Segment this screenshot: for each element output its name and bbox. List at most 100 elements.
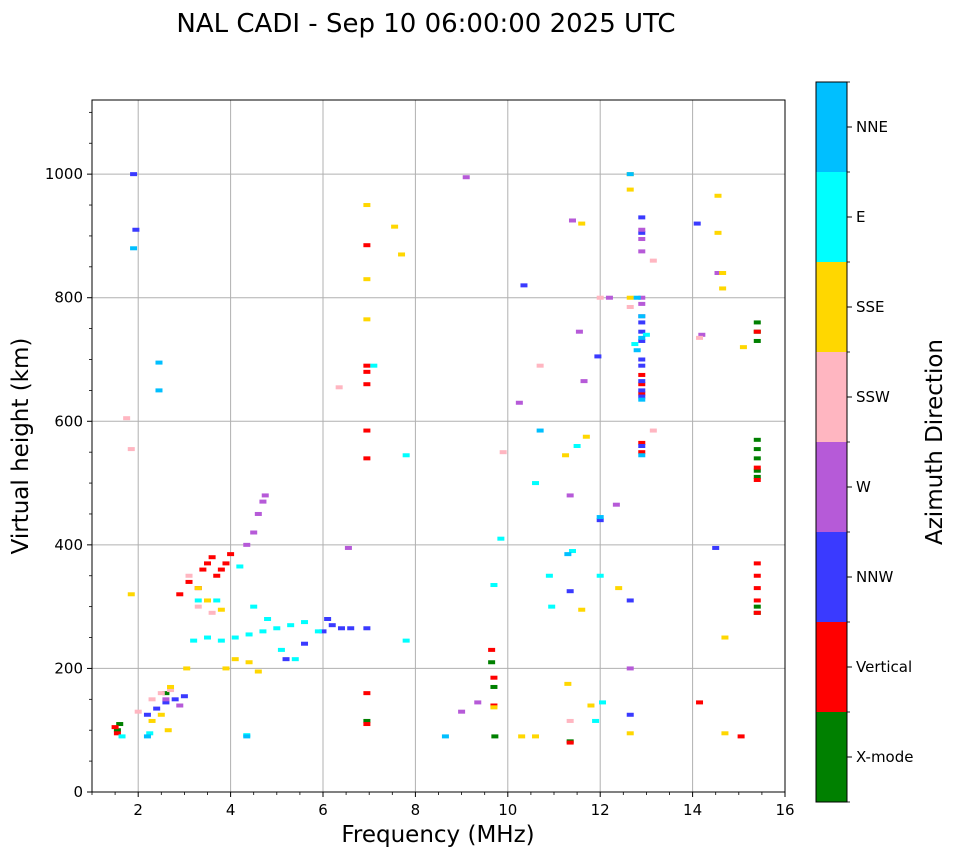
colorbar-segment-ssw — [816, 352, 847, 442]
data-point-ssw — [499, 450, 507, 455]
data-point-vertical — [217, 567, 225, 572]
data-point-x-mode — [753, 456, 761, 461]
data-point-nnw — [638, 329, 646, 334]
x-tick-label: 8 — [411, 801, 421, 819]
data-point-vertical — [638, 450, 646, 455]
data-point-sse — [626, 295, 634, 300]
data-point-sse — [739, 345, 747, 350]
data-point-ssw — [649, 258, 657, 263]
data-point-sse — [578, 221, 586, 226]
data-point-vertical — [363, 456, 371, 461]
data-point-vertical — [204, 561, 211, 566]
data-point-nnw — [319, 629, 327, 634]
colorbar-tick-label: Vertical — [856, 658, 912, 676]
data-point-nnw — [712, 545, 720, 550]
data-point-sse — [222, 666, 230, 671]
data-point-e — [273, 626, 281, 631]
data-point-sse — [532, 734, 540, 739]
data-point-e — [301, 620, 309, 625]
colorbar-tick-label: SSW — [856, 388, 890, 406]
data-point-nnw — [130, 172, 138, 177]
data-point-x-mode — [753, 468, 761, 473]
colorbar-segment-vertical — [816, 622, 847, 712]
data-point-nne — [638, 314, 646, 319]
data-point-ssw — [134, 709, 142, 714]
data-point-sse — [164, 728, 172, 733]
data-point-x-mode — [753, 447, 761, 452]
data-point-e — [631, 342, 639, 347]
data-point-nnw — [638, 338, 646, 343]
data-point-sse — [254, 669, 262, 674]
data-point-ssw — [649, 428, 657, 433]
x-tick-label: 6 — [318, 801, 328, 819]
data-point-sse — [626, 187, 634, 192]
data-point-sse — [587, 703, 595, 708]
data-point-nne — [143, 734, 151, 739]
data-point-w — [344, 545, 352, 550]
data-point-w — [462, 175, 470, 180]
data-point-ssw — [208, 610, 216, 615]
data-point-vertical — [753, 329, 761, 334]
data-point-nnw — [143, 712, 151, 717]
data-point-ssw — [566, 718, 574, 723]
data-point-nnw — [171, 697, 179, 702]
data-point-e — [190, 638, 198, 643]
data-point-vertical — [490, 675, 498, 680]
data-point-sse — [615, 586, 623, 591]
data-point-vertical — [753, 610, 761, 615]
data-point-nnw — [180, 694, 188, 699]
data-point-vertical — [363, 428, 371, 433]
colorbar: X-mode Vertical NNW W SSW SSE E NNE — [816, 81, 913, 803]
data-point-nne — [638, 335, 646, 340]
data-point-e — [245, 632, 253, 637]
data-point-sse — [721, 731, 729, 736]
data-point-w — [580, 379, 588, 384]
data-point-vertical — [111, 725, 119, 730]
data-point-sse — [714, 230, 722, 235]
x-tick-label: 12 — [591, 801, 610, 819]
data-points — [111, 172, 761, 745]
y-tick-label: 1000 — [45, 165, 83, 183]
data-point-e — [573, 444, 581, 448]
colorbar-label: Azimuth Direction — [922, 339, 948, 545]
data-point-w — [714, 271, 722, 275]
data-point-e — [545, 573, 553, 578]
data-point-x-mode — [490, 684, 498, 689]
data-point-w — [698, 332, 706, 337]
x-axis-label: Frequency (MHz) — [341, 822, 534, 848]
y-tick-label: 400 — [54, 536, 83, 554]
data-point-e — [642, 332, 650, 337]
data-point-sse — [217, 607, 225, 612]
data-point-nnw — [638, 230, 646, 235]
data-point-w — [458, 709, 466, 714]
data-point-w — [261, 493, 269, 498]
data-point-e — [370, 363, 378, 368]
x-tick-label: 16 — [775, 801, 794, 819]
data-point-w — [638, 295, 646, 300]
data-point-x-mode — [363, 718, 371, 723]
data-point-nne — [130, 246, 138, 251]
y-tick-label: 800 — [54, 289, 83, 307]
data-point-e — [402, 453, 410, 458]
colorbar-segment-w — [816, 442, 847, 532]
data-point-x-mode — [162, 691, 170, 696]
data-point-e — [532, 481, 540, 486]
data-point-w — [638, 301, 646, 306]
data-point-nnw — [638, 357, 646, 362]
data-point-w — [243, 542, 251, 547]
data-point-e — [259, 629, 267, 634]
data-point-vertical — [363, 691, 371, 696]
data-point-sse — [127, 592, 135, 597]
data-point-sse — [391, 224, 399, 229]
data-point-w — [626, 666, 634, 671]
data-point-sse — [719, 286, 727, 291]
chart-title: NAL CADI - Sep 10 06:00:00 2025 UTC — [176, 9, 675, 39]
data-point-sse — [714, 193, 722, 198]
data-point-ssw — [596, 295, 604, 300]
colorbar-segment-nnw — [816, 532, 847, 622]
data-point-x-mode — [491, 734, 499, 739]
data-point-nne — [638, 397, 646, 402]
colorbar-tick-label: W — [856, 478, 871, 496]
data-point-sse — [245, 660, 253, 665]
y-axis-label: Virtual height (km) — [8, 338, 34, 555]
